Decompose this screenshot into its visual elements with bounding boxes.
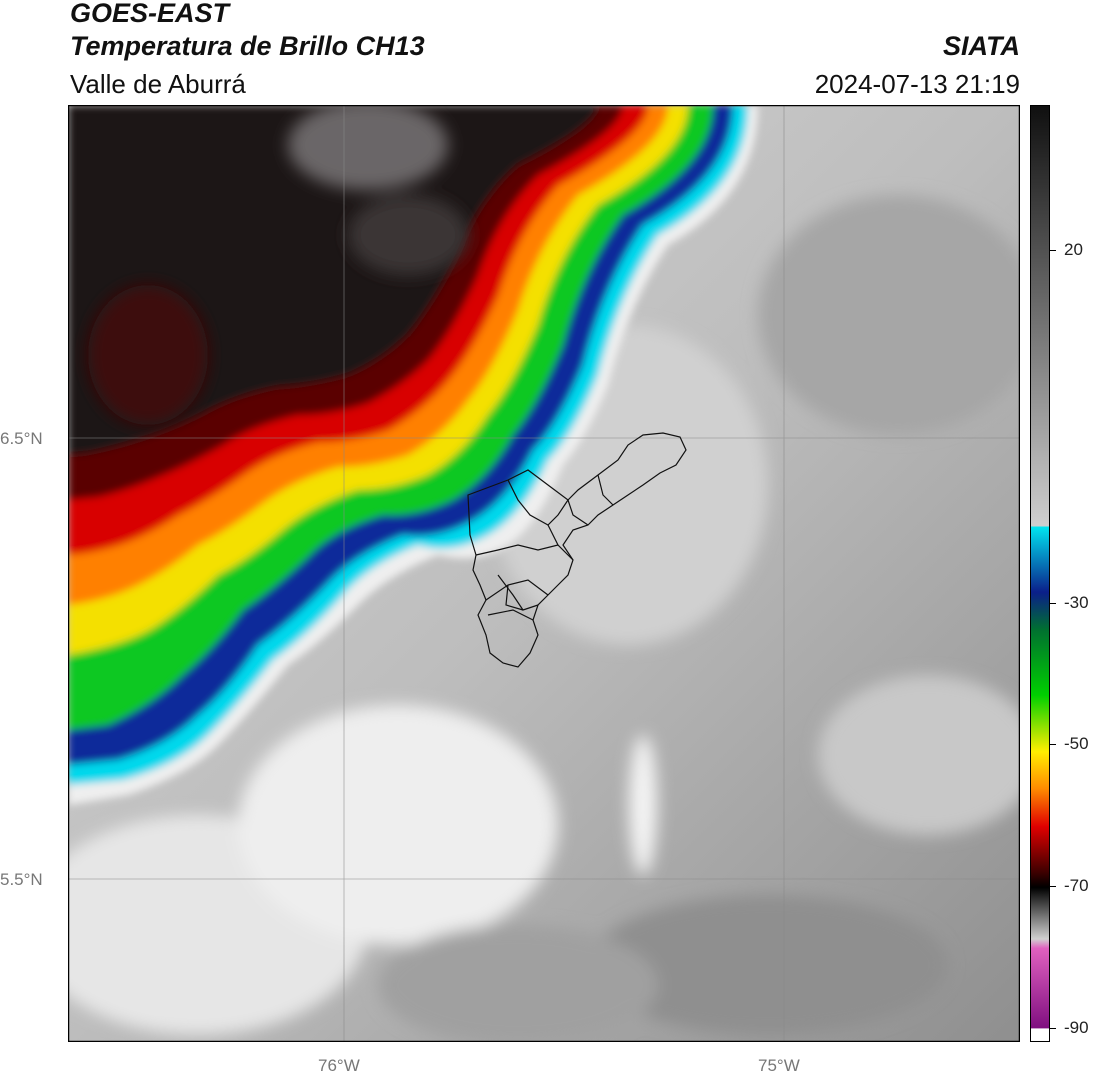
lat-label-5-5N: 5.5°N (0, 870, 43, 889)
colorbar-tick-mark (1050, 1027, 1056, 1029)
cold-top-texture (88, 105, 468, 425)
colorbar-tick-mark (1050, 886, 1056, 888)
lon-label-76W: 76°W (318, 1056, 360, 1075)
map-frame (68, 105, 1020, 1042)
colorbar-tick-label: 20 (1064, 240, 1083, 260)
product-title: Temperatura de Brillo CH13 (70, 31, 425, 61)
region-label: Valle de Aburrá (70, 69, 246, 99)
brightness-temperature-map (68, 105, 1020, 1042)
colorbar-tick-mark (1050, 744, 1056, 746)
colorbar-tick-label: -50 (1064, 734, 1089, 754)
satellite-title: GOES-EAST (70, 0, 230, 28)
colorbar-tick-mark (1050, 250, 1056, 252)
lat-label-6-5N: 6.5°N (0, 429, 43, 448)
colorbar-tick-label: -70 (1064, 876, 1089, 896)
colorbar-tick-mark (1050, 603, 1056, 605)
agency-label: SIATA (943, 31, 1020, 61)
colorbar-tick-label: -90 (1064, 1017, 1089, 1037)
datetime-label: 2024-07-13 21:19 (814, 69, 1020, 99)
lon-label-75W: 75°W (758, 1056, 800, 1075)
colorbar (1030, 105, 1050, 1042)
graticule (68, 105, 1020, 1042)
colorbar-tick-label: -30 (1064, 593, 1089, 613)
municipality-boundaries (467, 432, 687, 668)
gray-cloud-texture (68, 195, 1020, 1042)
convective-cloud-bands (68, 105, 758, 805)
